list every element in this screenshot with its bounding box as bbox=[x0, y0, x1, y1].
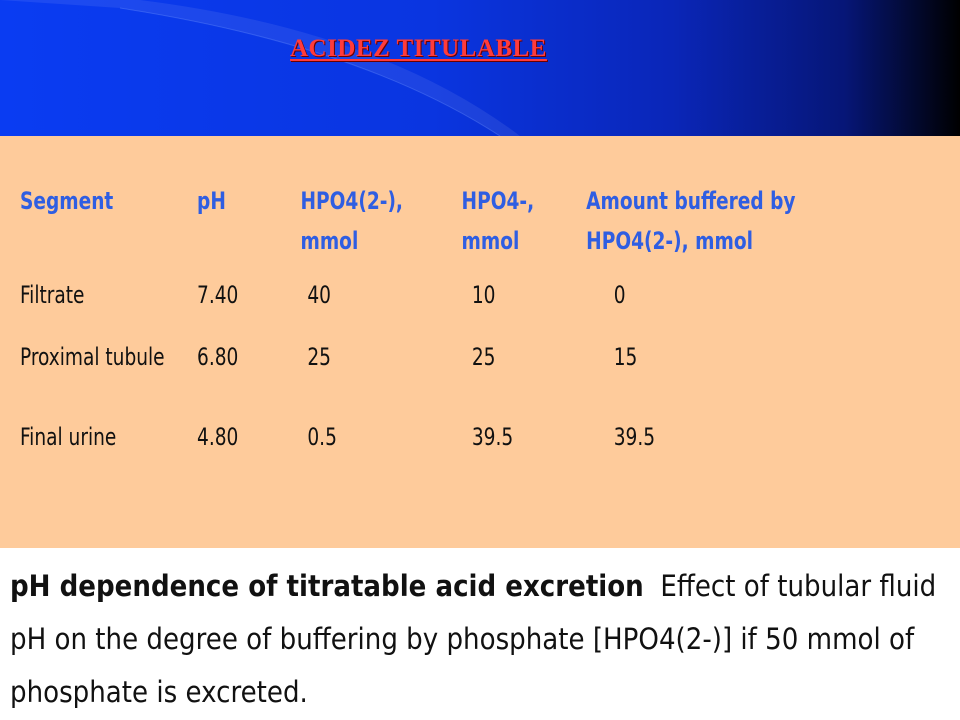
table-row-filtrate: Filtrate 7.40 40 10 0 bbox=[20, 261, 828, 343]
cell-segment: Proximal tubule bbox=[20, 343, 165, 371]
column-header-line: mmol bbox=[461, 227, 520, 255]
cell-amount-buffered: 15 bbox=[613, 343, 638, 371]
column-header-line: HPO4(2-), mmol bbox=[586, 227, 753, 255]
column-header-line: HPO4-, bbox=[461, 187, 535, 215]
column-header-line: Amount buffered by bbox=[586, 187, 796, 215]
column-header-hpo4-2: HPO4(2-), mmol bbox=[300, 181, 461, 261]
column-header-line: mmol bbox=[300, 227, 359, 255]
column-header-segment: Segment bbox=[20, 181, 197, 261]
table-row-proximal-tubule: Proximal tubule 6.80 25 25 15 bbox=[20, 343, 828, 423]
cell-hpo4: 10 bbox=[471, 281, 496, 309]
figure-caption: pH dependence of titratable acid excreti… bbox=[10, 560, 946, 719]
cell-ph: 4.80 bbox=[197, 423, 239, 451]
phosphate-table: Segment pH HPO4(2-), mmol HPO4-, mmol Am bbox=[20, 181, 828, 503]
cell-segment: Final urine bbox=[20, 423, 117, 451]
table-row-final-urine: Final urine 4.80 0.5 39.5 39.5 bbox=[20, 423, 828, 503]
cell-hpo4: 25 bbox=[471, 343, 496, 371]
column-header-hpo4: HPO4-, mmol bbox=[462, 181, 587, 261]
column-header-line: HPO4(2-), bbox=[300, 187, 403, 215]
column-header-amount-buffered: Amount buffered by HPO4(2-), mmol bbox=[586, 181, 828, 261]
caption-text: Effect of tubular fluid pH on the degree… bbox=[10, 569, 937, 709]
cell-hpo4: 39.5 bbox=[471, 423, 514, 451]
cell-amount-buffered: 0 bbox=[613, 281, 626, 309]
column-header-line: Segment bbox=[20, 187, 114, 215]
column-header-ph: pH bbox=[197, 181, 300, 261]
cell-ph: 7.40 bbox=[197, 281, 239, 309]
table-header-row: Segment pH HPO4(2-), mmol HPO4-, mmol Am bbox=[20, 181, 828, 261]
cell-amount-buffered: 39.5 bbox=[613, 423, 656, 451]
cell-hpo4-2: 40 bbox=[307, 281, 331, 309]
cell-hpo4-2: 25 bbox=[307, 343, 331, 371]
header-sheen bbox=[0, 0, 520, 136]
caption-heading: pH dependence of titratable acid excreti… bbox=[10, 569, 644, 603]
column-header-line: pH bbox=[197, 187, 226, 215]
cell-segment: Filtrate bbox=[20, 281, 85, 309]
slide-title: ACIDEZ TITULABLE bbox=[290, 35, 547, 62]
header-band: ACIDEZ TITULABLE bbox=[0, 0, 960, 136]
table-panel: Segment pH HPO4(2-), mmol HPO4-, mmol Am bbox=[0, 136, 960, 548]
cell-hpo4-2: 0.5 bbox=[307, 423, 337, 451]
cell-ph: 6.80 bbox=[197, 343, 239, 371]
